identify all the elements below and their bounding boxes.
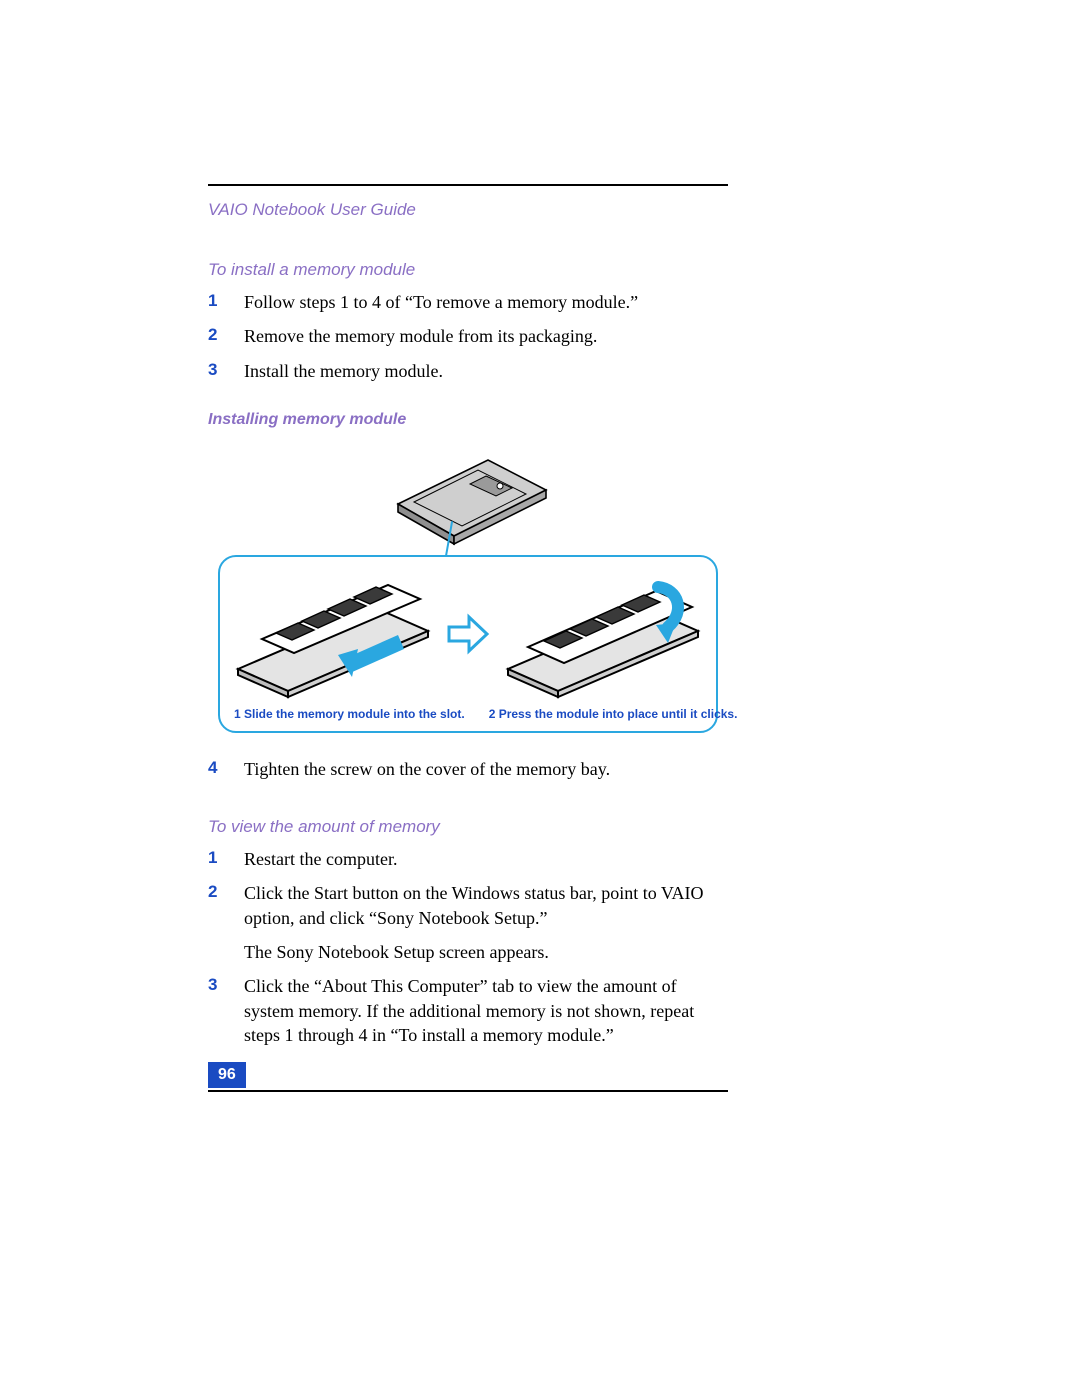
- install-step-1: 1 Follow steps 1 to 4 of “To remove a me…: [208, 290, 728, 314]
- figure-area: 1 Slide the memory module into the slot.…: [208, 439, 728, 733]
- section-heading-view: To view the amount of memory: [208, 817, 728, 837]
- page-number: 96: [208, 1062, 246, 1088]
- step-text: Restart the computer.: [244, 847, 728, 871]
- bottom-rule: [208, 1090, 728, 1092]
- step-text: Click the Start button on the Windows st…: [244, 881, 728, 930]
- memory-module-left-icon: [228, 569, 438, 699]
- view-step-2: 2 Click the Start button on the Windows …: [208, 881, 728, 930]
- step-number: 4: [208, 757, 226, 781]
- figure-captions: 1 Slide the memory module into the slot.…: [234, 707, 702, 721]
- memory-module-right-icon: [498, 569, 708, 699]
- step-text: Follow steps 1 to 4 of “To remove a memo…: [244, 290, 728, 314]
- top-rule: [208, 184, 728, 186]
- step-text: Click the “About This Computer” tab to v…: [244, 974, 728, 1047]
- step-text: Tighten the screw on the cover of the me…: [244, 757, 728, 781]
- install-step-4: 4 Tighten the screw on the cover of the …: [208, 757, 728, 781]
- install-step-3: 3 Install the memory module.: [208, 359, 728, 383]
- step-number: 1: [208, 290, 226, 314]
- step-number: 2: [208, 881, 226, 930]
- step-text: Install the memory module.: [244, 359, 728, 383]
- view-step-2-note: The Sony Notebook Setup screen appears.: [244, 940, 728, 964]
- page-content: VAIO Notebook User Guide To install a me…: [208, 184, 728, 1057]
- install-step-2: 2 Remove the memory module from its pack…: [208, 324, 728, 348]
- document-title: VAIO Notebook User Guide: [208, 200, 728, 220]
- section-heading-install: To install a memory module: [208, 260, 728, 280]
- step-number: 1: [208, 847, 226, 871]
- view-step-1: 1 Restart the computer.: [208, 847, 728, 871]
- laptop-illustration-icon: [368, 439, 568, 549]
- caption-left: 1 Slide the memory module into the slot.: [234, 707, 465, 721]
- figure-detail-box: 1 Slide the memory module into the slot.…: [218, 555, 718, 733]
- step-number: 3: [208, 359, 226, 383]
- view-step-3: 3 Click the “About This Computer” tab to…: [208, 974, 728, 1047]
- arrow-right-icon: [443, 609, 493, 659]
- page-footer: 96: [208, 1062, 728, 1092]
- caption-right: 2 Press the module into place until it c…: [489, 707, 738, 721]
- step-number: 3: [208, 974, 226, 1047]
- step-number: 2: [208, 324, 226, 348]
- figure-title: Installing memory module: [208, 411, 728, 429]
- step-text: Remove the memory module from its packag…: [244, 324, 728, 348]
